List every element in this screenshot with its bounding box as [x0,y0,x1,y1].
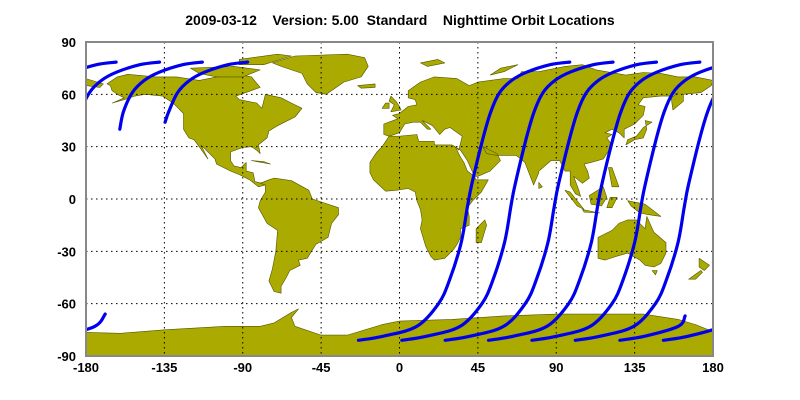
land-australia [597,216,667,268]
x-tick-label: 180 [702,360,724,375]
orbit-track-1 [356,60,572,342]
x-tick-label: -180 [73,360,99,375]
map-title: 2009-03-12 Version: 5.00 Standard Nightt… [185,12,615,28]
y-tick-label: 0 [69,192,76,207]
orbit-track-2 [400,60,615,342]
orbit-track-6 [573,95,713,342]
x-tick-label: 45 [471,360,485,375]
y-tick-label: 60 [62,87,76,102]
land-nz-south [688,270,703,280]
y-tick-label: -60 [57,297,76,312]
orbit-track-7 [0,316,58,340]
x-tick-label: -135 [151,360,177,375]
y-tick-label: -30 [57,244,76,259]
land-great-britain [388,95,402,113]
land-greenland [272,53,369,95]
land-japan [625,120,653,146]
land-sulawesi [606,197,618,208]
orbit-track-4 [486,60,702,342]
land-cuba [251,160,271,165]
land-java [582,209,601,214]
y-tick-label: 90 [62,35,76,50]
land-philippines [608,167,620,188]
land-svalbard [420,59,446,67]
x-tick-label: 0 [396,360,403,375]
land-south-america [258,177,339,294]
land-sumatra [564,190,585,210]
x-tick-label: 90 [549,360,563,375]
orbit-track-5 [530,65,713,342]
orbit-track-3 [443,60,658,342]
y-tick-label: 30 [62,140,76,155]
x-tick-label: -90 [233,360,252,375]
land-north-america [106,73,303,188]
orbit-track-9 [661,328,713,342]
x-tick-label: 135 [624,360,646,375]
orbit-track-10 [792,62,800,122]
orbit-track-9 [86,312,107,332]
land-sri-lanka [538,182,543,189]
orbit-track-7 [618,314,687,342]
orbit-tracks [0,60,800,342]
orbit-track-8 [747,62,800,129]
orbit-track-8 [118,60,204,131]
land-ireland [381,102,390,109]
land-new-guinea [627,200,662,217]
land-novaya-zemlya [489,64,519,76]
orbit-track-6 [86,60,162,103]
land-iceland [357,83,376,89]
y-axis-ticks: 90 60 30 0 -30 -60 -90 [57,35,76,364]
plot-frame [85,41,714,357]
x-tick-label: -45 [312,360,331,375]
land-madagascar [475,219,487,243]
land-africa [369,134,489,261]
land-layer [86,53,713,356]
y-tick-label: -90 [57,349,76,364]
orbit-track-10 [163,60,250,124]
orbit-track-3 [0,62,29,340]
land-tasmania [651,270,658,276]
land-nz-north [698,257,710,271]
x-axis-ticks: -180 -135 -90 -45 0 45 90 135 180 [73,360,724,375]
